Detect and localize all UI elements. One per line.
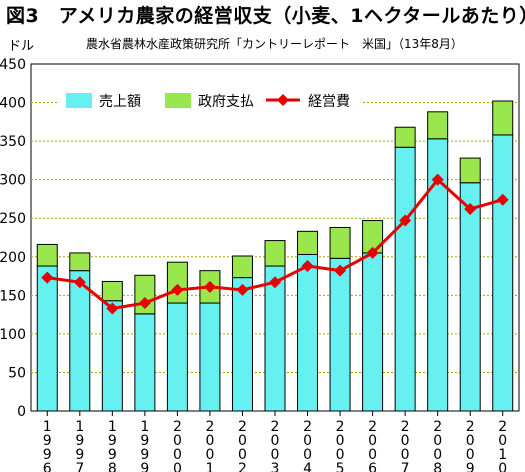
bar-sales — [166, 302, 188, 412]
legend-box — [57, 86, 363, 116]
legend-swatch — [66, 93, 92, 108]
chart-source: 農水省農林水産政策研究所「カントリーレポート 米国」（13年8月） — [86, 37, 463, 51]
line-point — [73, 276, 86, 289]
line-point — [106, 302, 119, 315]
bar-government-payment — [101, 280, 123, 302]
bar-sales — [297, 253, 319, 412]
y-tick-label: 50 — [8, 365, 26, 381]
bar-government-payment — [36, 243, 58, 267]
bar-sales — [394, 146, 416, 412]
line-point — [138, 297, 151, 310]
bar-government-payment — [492, 100, 514, 136]
y-tick-label: 200 — [0, 250, 26, 266]
line-point — [41, 271, 54, 284]
y-tick-label: 250 — [0, 211, 26, 227]
legend-marker — [277, 94, 289, 106]
bar-government-payment — [264, 240, 286, 267]
line-point — [203, 280, 216, 293]
bar-sales — [459, 182, 481, 412]
legend-swatch — [165, 93, 191, 108]
line-point — [399, 214, 412, 227]
line-point — [334, 264, 347, 277]
bar-sales — [492, 134, 514, 412]
line-point — [269, 276, 281, 289]
legend-label: 政府支払 — [198, 94, 254, 110]
y-tick-label: 150 — [0, 288, 26, 304]
chart-title: 図3 アメリカ農家の経営収支（小麦、1ヘクタールあたり） — [6, 5, 525, 27]
bar-sales — [231, 277, 253, 412]
y-tick-label: 300 — [0, 173, 26, 189]
y-tick-label: 100 — [0, 327, 26, 343]
bar-government-payment — [297, 230, 319, 255]
bar-sales — [101, 300, 123, 412]
y-tick-label: 450 — [0, 57, 26, 73]
bar-sales — [362, 252, 384, 412]
bar-sales — [36, 265, 58, 412]
bar-government-payment — [394, 126, 416, 148]
bar-sales — [329, 257, 351, 412]
bar-sales — [134, 313, 156, 412]
line-point — [464, 202, 477, 215]
y-tick-label: 350 — [0, 134, 26, 150]
line-point — [171, 283, 184, 296]
legend-label: 経営費 — [308, 94, 350, 110]
bar-sales — [69, 270, 91, 412]
line-point — [366, 246, 379, 259]
bar-government-payment — [329, 226, 351, 259]
bar-government-payment — [459, 157, 481, 184]
y-tick-label: 400 — [0, 96, 26, 112]
y-axis-label: ドル — [8, 39, 34, 54]
line-point — [496, 193, 509, 206]
legend-label: 売上額 — [99, 94, 141, 110]
bar-government-payment — [427, 111, 449, 140]
line-point — [431, 173, 444, 186]
y-tick-label: 0 — [17, 404, 26, 420]
bar-government-payment — [166, 261, 188, 304]
line-point — [301, 260, 314, 273]
bar-government-payment — [69, 252, 91, 272]
bar-government-payment — [231, 255, 253, 279]
line-point — [236, 283, 249, 296]
bar-sales — [199, 302, 221, 412]
